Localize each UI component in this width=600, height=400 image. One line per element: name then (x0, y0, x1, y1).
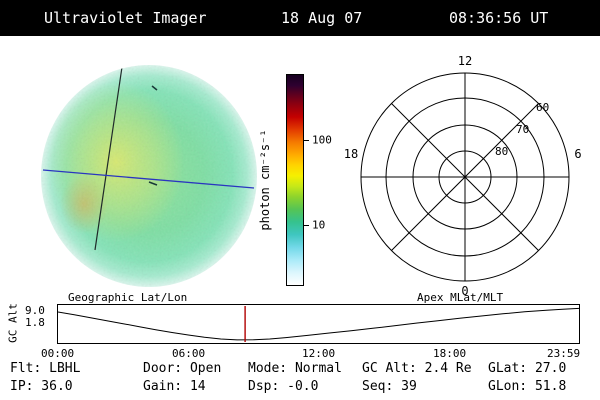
altitude-strip-svg (57, 306, 580, 342)
mlt-label-12: 12 (458, 54, 472, 68)
mlt-label-6: 6 (574, 147, 581, 161)
uv-disk-image (38, 62, 260, 290)
status-ip: IP: 36.0 (10, 379, 73, 394)
status-seq: Seq: 39 (362, 379, 417, 394)
mlt-label-18: 18 (344, 147, 358, 161)
colorbar-tick-label: 100 (312, 133, 332, 147)
mlt-spokes (361, 73, 569, 281)
gc-alt-curve (57, 307, 580, 341)
header-time: 08:36:56 UT (449, 9, 549, 27)
x-tick-0000: 00:00 (41, 347, 75, 360)
colorbar-gradient (286, 74, 304, 286)
mlt-label-0: 0 (461, 284, 468, 298)
strip-y-max-value: 9.0 (25, 304, 45, 317)
status-glat: GLat: 27.0 (488, 361, 567, 376)
disk-grid-line (94, 66, 123, 251)
status-mode: Mode: Normal (248, 361, 342, 376)
x-tick-0600: 06:00 (172, 347, 206, 360)
colorbar-unit-label: photon cm⁻²s⁻¹ (258, 129, 272, 231)
app-title: Ultraviolet Imager (44, 9, 207, 27)
status-gc-alt: GC Alt: 2.4 Re (362, 361, 472, 376)
colorbar-tick-mark (304, 139, 309, 141)
disk-track-line (42, 169, 255, 189)
mlat-label-60: 60 (536, 101, 549, 114)
status-gain: Gain: 14 (143, 379, 206, 394)
status-dsp: Dsp: -0.0 (248, 379, 319, 394)
x-tick-1800: 18:00 (433, 347, 467, 360)
disk-tick-upper (151, 85, 158, 91)
disk-noise-texture (41, 65, 257, 287)
strip-title-apex: Apex MLat/MLT (417, 291, 504, 304)
header-bar: Ultraviolet Imager 18 Aug 07 08:36:56 UT (0, 0, 600, 36)
x-tick-2359: 23:59 (547, 347, 581, 360)
colorbar: photon cm⁻²s⁻¹ 100 10 (258, 74, 356, 286)
status-flt: Flt: LBHL (10, 361, 81, 376)
mlat-label-70: 70 (516, 123, 529, 136)
colorbar-tick-mark (304, 224, 309, 226)
uv-disk-svg (41, 65, 257, 287)
header-date: 18 Aug 07 (281, 9, 363, 27)
strip-y-axis-label: GC Alt (6, 303, 20, 343)
status-door: Door: Open (143, 361, 222, 376)
x-tick-1200: 12:00 (302, 347, 336, 360)
strip-y-min-value: 1.8 (25, 316, 45, 329)
altitude-strip-chart (57, 304, 580, 344)
disk-tick-center (148, 181, 158, 186)
mlat-label-80: 80 (495, 145, 508, 158)
strip-title-geographic: Geographic Lat/Lon (68, 291, 188, 304)
colorbar-tick-label: 10 (312, 218, 326, 232)
status-glon: GLon: 51.8 (488, 379, 567, 394)
polar-grid: 12 6 0 18 60 70 80 (344, 54, 582, 298)
